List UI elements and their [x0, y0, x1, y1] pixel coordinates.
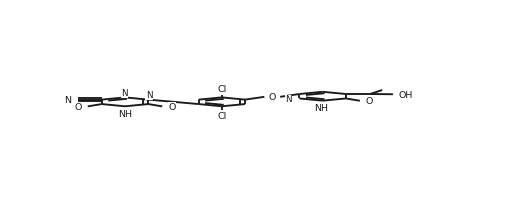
Text: N: N	[121, 89, 128, 98]
Text: O: O	[168, 103, 175, 112]
Text: O: O	[268, 93, 275, 102]
Text: NH: NH	[313, 104, 327, 113]
Text: OH: OH	[398, 91, 412, 100]
Text: O: O	[74, 103, 82, 112]
Text: NH: NH	[118, 110, 132, 119]
Text: N: N	[64, 96, 71, 105]
Text: N: N	[146, 91, 152, 100]
Text: Cl: Cl	[217, 85, 226, 94]
Text: N: N	[285, 95, 291, 104]
Text: O: O	[365, 97, 372, 106]
Text: Cl: Cl	[217, 111, 226, 121]
